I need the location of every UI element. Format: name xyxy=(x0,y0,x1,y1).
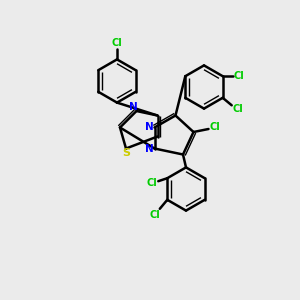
Text: S: S xyxy=(122,148,130,158)
Text: Cl: Cl xyxy=(232,104,243,114)
Text: Cl: Cl xyxy=(210,122,220,133)
Text: N: N xyxy=(128,102,137,112)
Text: N: N xyxy=(145,143,154,154)
Text: N: N xyxy=(145,122,154,133)
Text: Cl: Cl xyxy=(150,210,161,220)
Text: Cl: Cl xyxy=(112,38,122,48)
Text: Cl: Cl xyxy=(234,71,244,81)
Text: Cl: Cl xyxy=(146,178,157,188)
